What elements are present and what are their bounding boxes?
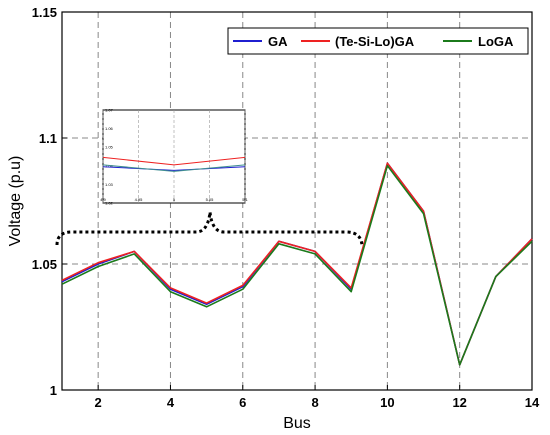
legend-label-loga: LoGA xyxy=(478,34,514,49)
inset-series-lines xyxy=(102,156,246,172)
inset-grid xyxy=(102,110,246,203)
zoom-brace xyxy=(55,211,364,248)
x-tick-label: 10 xyxy=(380,395,394,410)
x-tick-label: 4 xyxy=(167,395,175,410)
x-tick-label: 2 xyxy=(95,395,102,410)
inset-x-tick-label: 5.05 xyxy=(206,197,215,202)
x-tick-label: 6 xyxy=(239,395,246,410)
y-axis-label: Voltage (p.u) xyxy=(7,156,24,247)
inset-x-tick-label: 5 xyxy=(173,197,176,202)
x-tick-label: 8 xyxy=(311,395,318,410)
series-lines xyxy=(61,162,533,366)
inset-y-tick-label: 1.05 xyxy=(105,145,114,150)
inset-zoom: 4.9 4.95 5 5.05 5.11.071.061.051.041.031.02 xyxy=(100,108,248,206)
legend-box xyxy=(227,27,529,55)
legend-label-tesilo: (Te-Si-Lo)GA xyxy=(335,34,415,49)
legend: GA (Te-Si-Lo)GA LoGA xyxy=(227,27,529,55)
x-tick-label: 14 xyxy=(525,395,540,410)
ticks: 2 4 6 8 10 12 14 1 1.05 1.1 1.15 xyxy=(32,5,540,410)
plot-frame xyxy=(61,11,533,391)
y-tick-label: 1.15 xyxy=(32,5,57,20)
inset-x-tick-label: 4.95 xyxy=(135,197,144,202)
inset-x-tick-label: 4.9 xyxy=(100,197,106,202)
inset-series-line-2 xyxy=(102,164,246,172)
inset-series-line-1 xyxy=(102,156,246,166)
inset-x-tick-label: 5.1 xyxy=(242,197,248,202)
y-tick-label: 1.1 xyxy=(39,131,57,146)
x-axis-label: Bus xyxy=(283,415,311,432)
series-line-2 xyxy=(61,164,533,366)
y-tick-label: 1 xyxy=(50,383,57,398)
inset-y-tick-label: 1.02 xyxy=(105,201,114,206)
inset-y-tick-label: 1.03 xyxy=(105,182,114,187)
inset-y-tick-label: 1.07 xyxy=(105,108,114,113)
x-tick-label: 12 xyxy=(452,395,466,410)
inset-y-tick-label: 1.06 xyxy=(105,126,114,131)
y-tick-label: 1.05 xyxy=(32,257,57,272)
legend-label-ga: GA xyxy=(268,34,288,49)
inset-series-line-0 xyxy=(102,166,246,171)
